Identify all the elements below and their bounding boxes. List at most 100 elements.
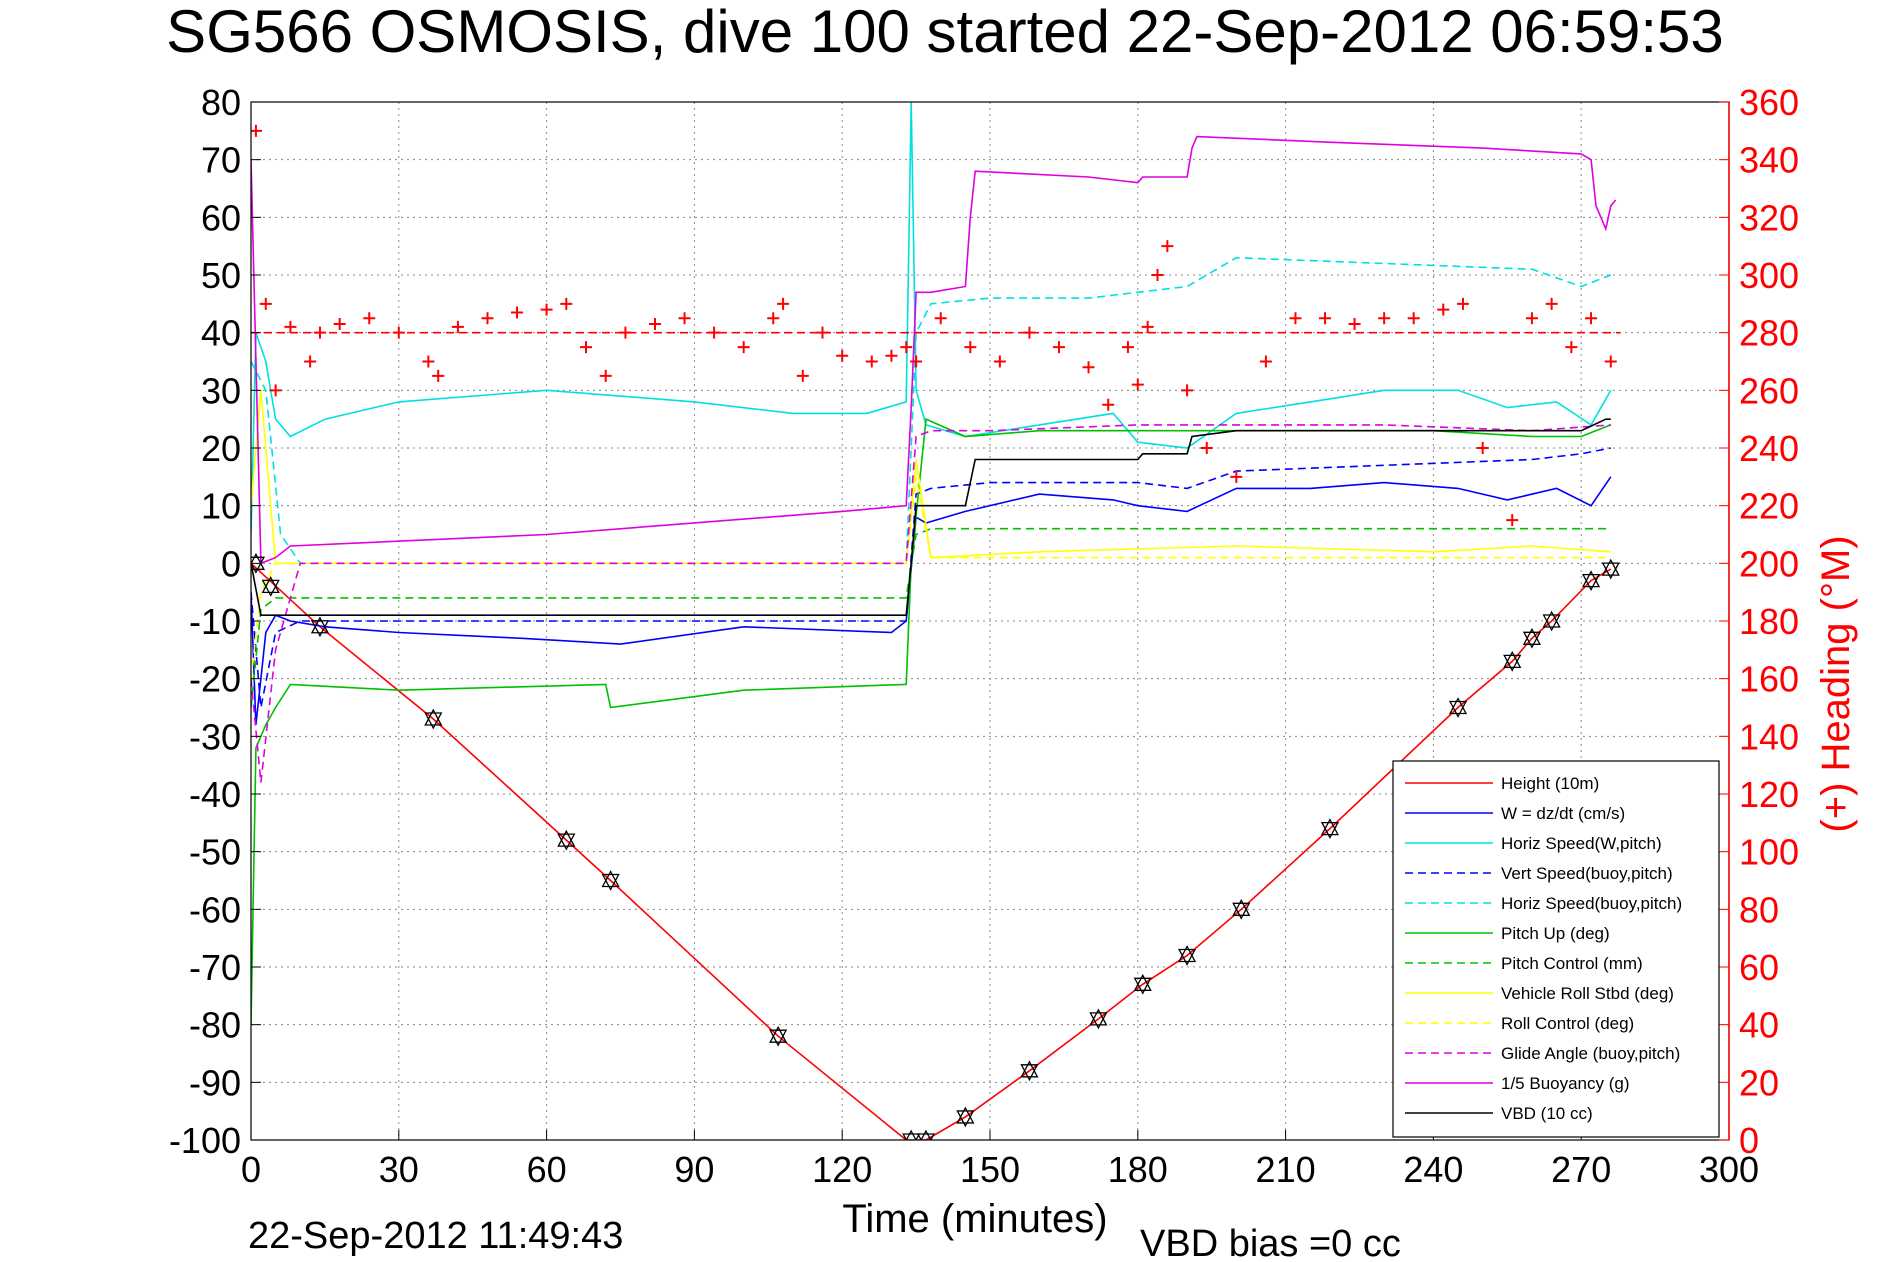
right-tick-label: 60 — [1739, 947, 1779, 988]
waypoint-marker — [1601, 558, 1620, 580]
y-axis-ticks: 80 70 60 50 40 30 20 10 0 -10 -20 -30 -40 -50 -60 -70 -8… — [169, 82, 261, 1161]
legend-label-vert-speed-buoy-pitch: Vert Speed(buoy,pitch) — [1501, 864, 1673, 883]
series-glide-angle-buoy-pitch — [251, 424, 1611, 783]
heading-point — [900, 341, 913, 354]
x-tick-label: 240 — [1403, 1149, 1463, 1190]
heading-point — [836, 349, 849, 362]
y-tick-label: -50 — [189, 832, 241, 873]
x-tick-label: 300 — [1699, 1149, 1759, 1190]
heading-point — [1565, 341, 1578, 354]
x-tick-label: 90 — [674, 1149, 714, 1190]
heading-point — [1052, 341, 1065, 354]
heading-point — [304, 355, 317, 368]
waypoint-marker — [601, 870, 620, 891]
right-tick-label: 0 — [1739, 1120, 1759, 1161]
heading-point — [1378, 312, 1391, 325]
waypoint-markers — [251, 552, 1620, 1140]
legend-label-roll-control-deg: Roll Control (deg) — [1501, 1014, 1634, 1033]
heading-point — [964, 341, 977, 354]
waypoint-marker — [1020, 1060, 1039, 1082]
right-tick-label: 320 — [1739, 197, 1799, 238]
x-tick-label: 210 — [1256, 1149, 1316, 1190]
right-tick-label: 140 — [1739, 716, 1799, 757]
x-axis-ticks: 0 30 60 90 120 150 180 210 240 270 300 — [241, 1130, 1759, 1190]
footer-timestamp: 22-Sep-2012 11:49:43 — [248, 1215, 623, 1257]
heading-point — [1151, 269, 1164, 281]
heading-point — [1437, 303, 1450, 316]
y-tick-label: -40 — [189, 774, 241, 815]
heading-point — [1348, 318, 1361, 331]
waypoint-marker — [310, 616, 330, 638]
waypoint-marker — [1232, 898, 1251, 920]
right-axis-label: (+) Heading (°M) — [1814, 535, 1858, 832]
y-tick-label: 80 — [201, 82, 241, 123]
series-vert-speed-buoy-pitch — [251, 447, 1611, 708]
heading-point — [865, 355, 878, 368]
waypoint-marker — [424, 708, 443, 730]
heading-point — [1131, 378, 1144, 391]
heading-point — [333, 318, 346, 331]
heading-point — [934, 312, 947, 325]
heading-point — [1181, 384, 1194, 397]
waypoint-marker — [251, 552, 266, 574]
series-vbd-10-cc — [251, 418, 1611, 616]
heading-point — [1082, 361, 1095, 374]
heading-point — [540, 303, 553, 316]
heading-point — [737, 341, 750, 354]
waypoint-marker — [1448, 697, 1468, 718]
right-tick-label: 260 — [1739, 370, 1799, 411]
heading-point — [1102, 398, 1115, 411]
waypoint-marker — [769, 1025, 788, 1047]
y-tick-label: -30 — [189, 716, 241, 757]
series-lines — [251, 102, 1621, 1140]
y-tick-label: 30 — [201, 370, 241, 411]
waypoint-marker — [1542, 610, 1561, 632]
y-tick-label: 70 — [201, 140, 241, 181]
series-group — [251, 102, 1621, 1140]
heading-point — [1407, 312, 1420, 325]
legend-label-height-10m: Height (10m) — [1501, 774, 1599, 793]
heading-point — [1319, 312, 1332, 325]
x-axis-label: Time (minutes) — [842, 1197, 1107, 1241]
y-tick-label: 40 — [201, 313, 241, 354]
heading-point — [1545, 297, 1558, 310]
x-tick-label: 30 — [379, 1149, 419, 1190]
waypoint-marker — [1177, 945, 1197, 966]
y-tick-label: -80 — [189, 1005, 241, 1046]
series-height-10m — [251, 562, 1612, 1140]
heading-point — [251, 124, 262, 137]
heading-point — [796, 369, 809, 382]
legend-label-vbd-10-cc: VBD (10 cc) — [1501, 1104, 1593, 1123]
waypoint-marker — [1133, 973, 1152, 995]
series-pitch-control-mm — [251, 527, 1611, 708]
right-tick-label: 220 — [1739, 486, 1799, 527]
right-axis-ticks: 3603403203002802602402202001801601401201… — [1719, 82, 1799, 1161]
y-tick-label: 50 — [201, 255, 241, 296]
heading-point — [432, 369, 445, 382]
heading-point — [1141, 320, 1154, 333]
series-w-dz-dt-cm-s — [251, 476, 1612, 725]
y-tick-label: 20 — [201, 428, 241, 469]
x-tick-label: 60 — [527, 1149, 567, 1190]
right-tick-label: 200 — [1739, 543, 1799, 584]
series-1-5-buoyancy-g — [251, 135, 1617, 565]
heading-point — [1604, 355, 1617, 368]
right-tick-label: 360 — [1739, 82, 1799, 123]
right-tick-label: 80 — [1739, 889, 1779, 930]
chart-title: SG566 OSMOSIS, dive 100 started 22-Sep-2… — [166, 0, 1724, 65]
footer-vbd-bias: VBD bias =0 cc — [1140, 1223, 1401, 1262]
legend-box — [1392, 760, 1720, 1138]
y-tick-label: -100 — [169, 1120, 241, 1161]
heading-point — [1525, 312, 1538, 325]
waypoint-marker — [1503, 650, 1522, 672]
waypoint-marker — [916, 1129, 936, 1140]
heading-point — [1230, 470, 1243, 483]
legend-label-pitch-up-deg: Pitch Up (deg) — [1501, 924, 1610, 943]
legend-label-horiz-speed-w-pitch: Horiz Speed(W,pitch) — [1501, 834, 1662, 853]
heading-point — [993, 355, 1006, 368]
legend-label-pitch-control-mm: Pitch Control (mm) — [1501, 954, 1643, 973]
waypoint-marker — [557, 829, 576, 851]
heading-point — [259, 297, 272, 310]
heading-point — [422, 355, 435, 368]
heading-point — [777, 297, 790, 310]
